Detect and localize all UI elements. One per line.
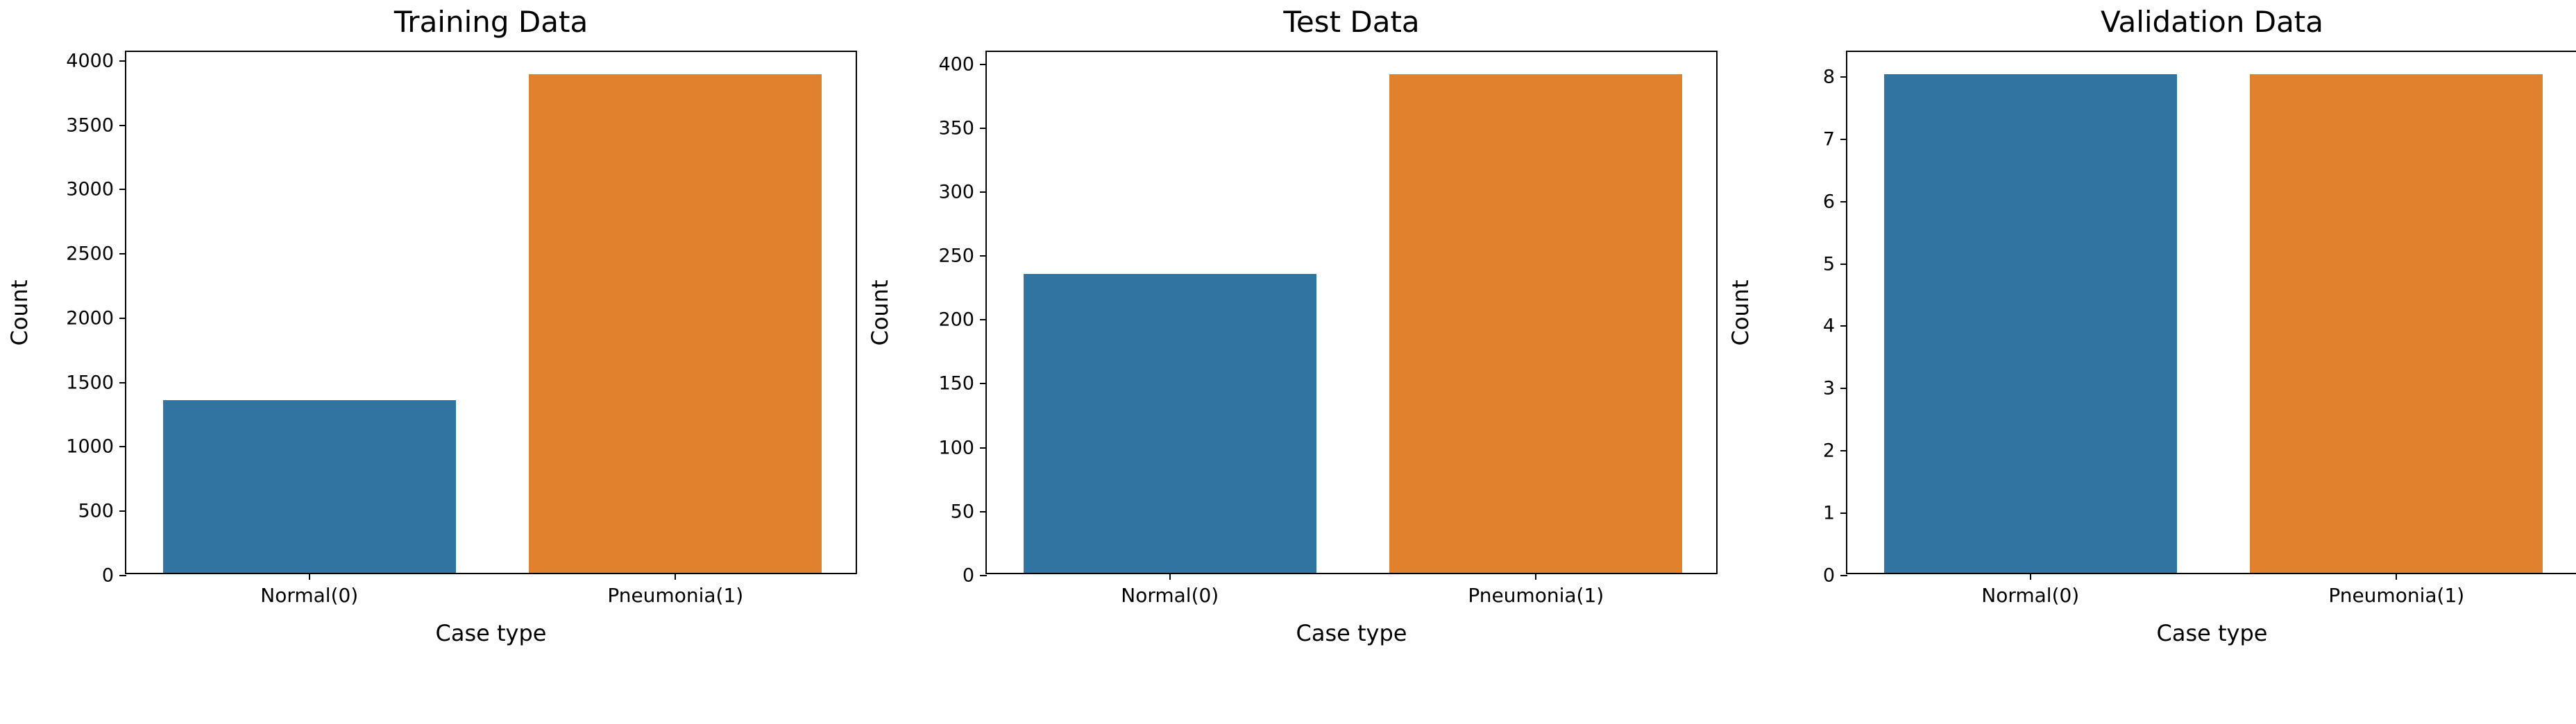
bar-pneumonia-1 bbox=[529, 74, 822, 573]
subplot-training-data: Training Data Count Normal(0) Pneumonia(1… bbox=[6, 5, 857, 646]
y-tick-label: 3000 bbox=[66, 178, 114, 200]
y-tick-mark bbox=[119, 189, 126, 191]
y-tick-mark bbox=[980, 319, 987, 321]
y-tick-mark bbox=[980, 127, 987, 129]
y-tick-label: 3 bbox=[1822, 377, 1835, 399]
y-tick-mark bbox=[119, 575, 126, 576]
bar-normal-0 bbox=[1883, 74, 2177, 573]
y-tick-mark bbox=[119, 253, 126, 255]
y-axis-label: Count bbox=[1727, 279, 1754, 346]
subplot-title: Training Data bbox=[393, 5, 588, 39]
x-tick-label: Pneumonia(1) bbox=[2328, 584, 2465, 607]
x-tick-label: Normal(0) bbox=[1981, 584, 2080, 607]
y-tick-mark bbox=[980, 255, 987, 257]
subplot-title: Validation Data bbox=[2100, 5, 2324, 39]
y-axis-label: Count bbox=[866, 279, 893, 346]
y-tick-mark bbox=[980, 510, 987, 512]
y-tick-mark bbox=[119, 124, 126, 126]
x-tick-mark bbox=[308, 573, 310, 580]
y-tick-label: 100 bbox=[938, 437, 974, 459]
y-tick-mark bbox=[1840, 138, 1847, 140]
y-tick-label: 300 bbox=[938, 181, 974, 203]
bar-normal-0 bbox=[1023, 273, 1316, 573]
x-tick-mark bbox=[1169, 573, 1171, 580]
x-tick-mark bbox=[2396, 573, 2398, 580]
y-tick-mark bbox=[1840, 388, 1847, 390]
y-tick-mark bbox=[1840, 575, 1847, 576]
y-tick-label: 500 bbox=[78, 500, 114, 522]
x-tick-mark bbox=[1535, 573, 1537, 580]
bar-pneumonia-1 bbox=[2250, 74, 2543, 573]
y-tick-label: 1000 bbox=[66, 436, 114, 458]
x-tick-label: Pneumonia(1) bbox=[607, 584, 744, 607]
y-tick-label: 0 bbox=[962, 564, 974, 587]
y-tick-label: 7 bbox=[1822, 128, 1835, 150]
y-tick-label: 2000 bbox=[66, 307, 114, 329]
y-tick-label: 5 bbox=[1822, 253, 1835, 275]
y-tick-label: 400 bbox=[938, 53, 974, 75]
y-tick-mark bbox=[980, 63, 987, 65]
x-tick-mark bbox=[2029, 573, 2031, 580]
y-tick-label: 2 bbox=[1822, 440, 1835, 462]
y-tick-mark bbox=[1840, 512, 1847, 515]
x-tick-label: Pneumonia(1) bbox=[1468, 584, 1604, 607]
subplot-test-data: Test Data Count Normal(0) Pneumonia(1) 0 50… bbox=[867, 5, 1718, 646]
bar-pneumonia-1 bbox=[1389, 74, 1683, 573]
y-tick-mark bbox=[1840, 263, 1847, 265]
y-tick-mark bbox=[1840, 76, 1847, 78]
subplot-validation-data: Validation Data Count Normal(0) Pneumonia… bbox=[1727, 5, 2576, 646]
y-tick-mark bbox=[119, 446, 126, 448]
x-axis-label: Case type bbox=[435, 620, 547, 646]
y-tick-mark bbox=[1840, 325, 1847, 327]
x-axis-label: Case type bbox=[1296, 620, 1407, 646]
y-tick-label: 50 bbox=[950, 501, 974, 523]
y-tick-mark bbox=[980, 447, 987, 449]
y-tick-label: 4 bbox=[1822, 315, 1835, 337]
plot-area: Normal(0) Pneumonia(1) 0 500 1000 1500 2000 250… bbox=[66, 51, 857, 607]
y-tick-label: 350 bbox=[938, 117, 974, 139]
y-tick-label: 200 bbox=[938, 309, 974, 331]
bar-normal-0 bbox=[162, 400, 456, 573]
y-tick-mark bbox=[1840, 450, 1847, 452]
y-tick-mark bbox=[119, 60, 126, 62]
y-tick-label: 0 bbox=[1822, 564, 1835, 587]
y-tick-label: 2500 bbox=[66, 243, 114, 265]
y-tick-label: 150 bbox=[938, 372, 974, 395]
y-tick-label: 8 bbox=[1822, 66, 1835, 88]
y-tick-label: 3500 bbox=[66, 114, 114, 137]
y-tick-mark bbox=[980, 383, 987, 385]
y-tick-mark bbox=[119, 381, 126, 383]
plot-area: Normal(0) Pneumonia(1) 0 1 2 3 4 5 6 7 8 bbox=[1823, 51, 2576, 607]
y-tick-mark bbox=[980, 575, 987, 576]
y-tick-label: 1500 bbox=[66, 372, 114, 394]
y-tick-mark bbox=[119, 510, 126, 512]
x-tick-label: Normal(0) bbox=[1121, 584, 1219, 607]
x-tick-label: Normal(0) bbox=[260, 584, 359, 607]
subplot-title: Test Data bbox=[1283, 5, 1420, 39]
y-tick-label: 6 bbox=[1822, 191, 1835, 213]
x-axis-label: Case type bbox=[2156, 620, 2268, 646]
plot-area: Normal(0) Pneumonia(1) 0 50 100 150 200 250 300 3… bbox=[938, 51, 1718, 607]
y-tick-mark bbox=[119, 317, 126, 319]
y-tick-mark bbox=[1840, 200, 1847, 202]
x-tick-mark bbox=[675, 573, 677, 580]
y-tick-label: 0 bbox=[101, 564, 114, 587]
y-tick-label: 250 bbox=[938, 245, 974, 267]
y-axis-label: Count bbox=[6, 279, 33, 346]
y-tick-label: 4000 bbox=[66, 50, 114, 72]
y-tick-label: 1 bbox=[1822, 502, 1835, 524]
y-tick-mark bbox=[980, 191, 987, 193]
